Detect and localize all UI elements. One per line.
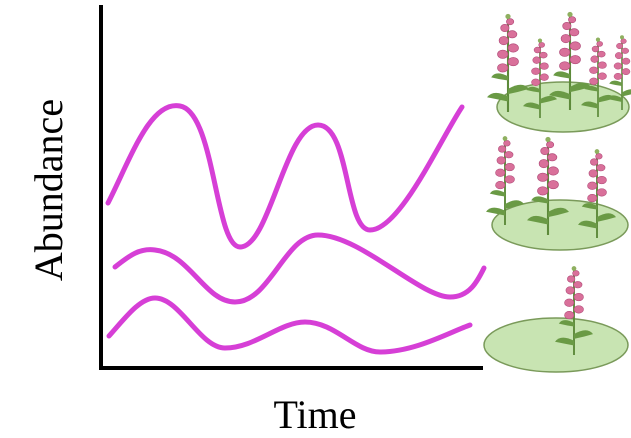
curve-high [105,103,465,250]
x-axis-label: Time [273,392,356,437]
plant-patch-high [485,10,631,133]
curve-mid [112,232,487,305]
curve-low [106,295,473,355]
plant-patch-low [483,265,629,373]
plant-patch-mid [485,135,629,251]
y-axis-label: Abundance [26,99,71,281]
